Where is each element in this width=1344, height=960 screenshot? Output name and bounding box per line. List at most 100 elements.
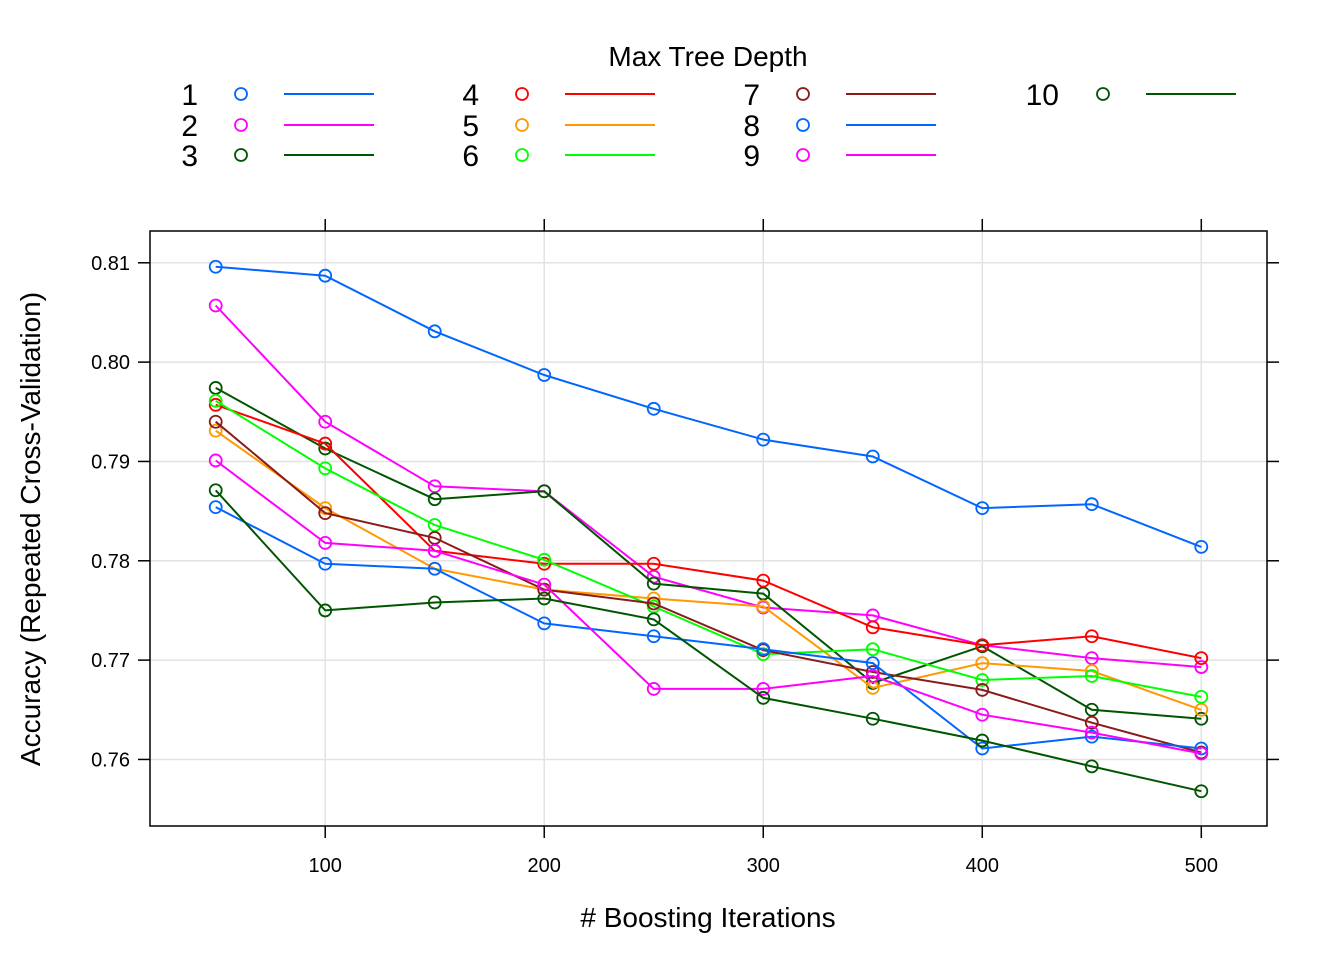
data-point — [427, 543, 442, 558]
data-point — [318, 436, 333, 451]
data-point — [975, 638, 990, 653]
data-point — [865, 449, 880, 464]
data-point — [1194, 689, 1209, 704]
data-point — [646, 576, 661, 591]
series-line-10 — [214, 489, 1202, 793]
data-point — [646, 596, 661, 611]
data-point — [1084, 729, 1099, 744]
data-point — [208, 259, 223, 274]
data-point — [208, 423, 223, 438]
data-point — [537, 368, 552, 382]
legend-item-1: 1 — [181, 79, 374, 112]
legend-item-2: 2 — [181, 110, 374, 143]
series-line-7 — [215, 420, 1202, 754]
legend-marker — [796, 118, 810, 132]
data-point — [646, 682, 661, 696]
data-point — [1084, 759, 1099, 774]
legend-label: 7 — [743, 79, 760, 112]
data-point — [865, 669, 880, 683]
data-point — [1194, 539, 1209, 554]
legend-marker — [515, 118, 529, 132]
legend-item-6: 6 — [462, 140, 655, 173]
data-point — [537, 556, 552, 571]
x-tick-label: 500 — [1185, 855, 1218, 877]
data-point — [646, 629, 661, 644]
legend-item-7: 7 — [743, 79, 936, 112]
legend-label: 5 — [462, 110, 479, 143]
data-point — [646, 556, 661, 571]
data-point — [975, 656, 990, 670]
data-point — [427, 324, 442, 339]
legend-marker — [796, 148, 810, 162]
data-point — [427, 518, 442, 532]
data-point — [427, 561, 442, 576]
series-7 — [208, 414, 1209, 760]
legend-item-10: 10 — [1026, 79, 1236, 112]
x-axis-title: # Boosting Iterations — [580, 902, 835, 933]
legend-marker — [1096, 87, 1110, 101]
data-point — [208, 298, 223, 313]
data-point — [865, 665, 880, 679]
series-3 — [208, 381, 1209, 726]
data-point — [1194, 702, 1209, 717]
y-tick-label: 0.78 — [91, 551, 130, 573]
series-line-6 — [215, 400, 1202, 698]
y-tick-label: 0.77 — [91, 650, 130, 672]
data-point — [427, 479, 442, 494]
legend-item-3: 3 — [181, 140, 374, 173]
data-point — [1084, 497, 1099, 512]
legend-marker — [234, 148, 248, 162]
data-point — [427, 531, 442, 545]
data-point — [208, 453, 223, 468]
data-point — [537, 552, 552, 567]
data-point — [318, 556, 333, 571]
legend-marker — [515, 87, 529, 101]
y-tick-label: 0.79 — [91, 451, 130, 473]
x-tick-label: 100 — [309, 855, 342, 877]
series-line-1 — [215, 265, 1202, 548]
series-line-4 — [215, 403, 1202, 660]
data-point — [1084, 725, 1099, 740]
data-point — [865, 642, 880, 657]
data-point — [1084, 651, 1099, 666]
series-6 — [208, 393, 1209, 704]
data-point — [427, 595, 442, 610]
series-10 — [208, 483, 1209, 799]
y-tick-label: 0.76 — [91, 749, 130, 771]
data-point — [1194, 741, 1209, 756]
legend-label: 1 — [181, 79, 198, 112]
data-point — [865, 656, 880, 670]
legend-marker — [234, 87, 248, 101]
data-point — [1084, 629, 1099, 644]
series-1 — [208, 259, 1209, 554]
legend: Max Tree Depth 123 456 789 10 — [181, 41, 1236, 173]
data-point — [537, 616, 552, 631]
data-point — [756, 586, 771, 601]
data-point — [318, 506, 333, 521]
x-tick-label: 400 — [966, 855, 999, 877]
data-point — [646, 401, 661, 416]
data-point — [975, 501, 990, 516]
data-point — [537, 591, 552, 606]
data-point — [318, 536, 333, 550]
data-point — [1194, 784, 1209, 799]
legend-item-8: 8 — [743, 110, 936, 143]
data-point — [1194, 711, 1209, 726]
data-point — [318, 268, 333, 283]
legend-title: Max Tree Depth — [608, 41, 807, 72]
data-point — [646, 612, 661, 627]
legend-label: 8 — [743, 110, 760, 143]
legend-label: 3 — [181, 140, 198, 173]
series-line-8 — [215, 506, 1202, 750]
series-line-2 — [214, 304, 1202, 669]
data-point — [1084, 669, 1099, 683]
x-tick-label: 200 — [528, 855, 561, 877]
data-point — [318, 603, 333, 618]
data-point — [208, 483, 223, 498]
legend-label: 6 — [462, 140, 479, 173]
data-point — [208, 381, 223, 395]
data-point — [975, 707, 990, 722]
data-point — [208, 500, 223, 515]
data-point — [756, 599, 771, 614]
